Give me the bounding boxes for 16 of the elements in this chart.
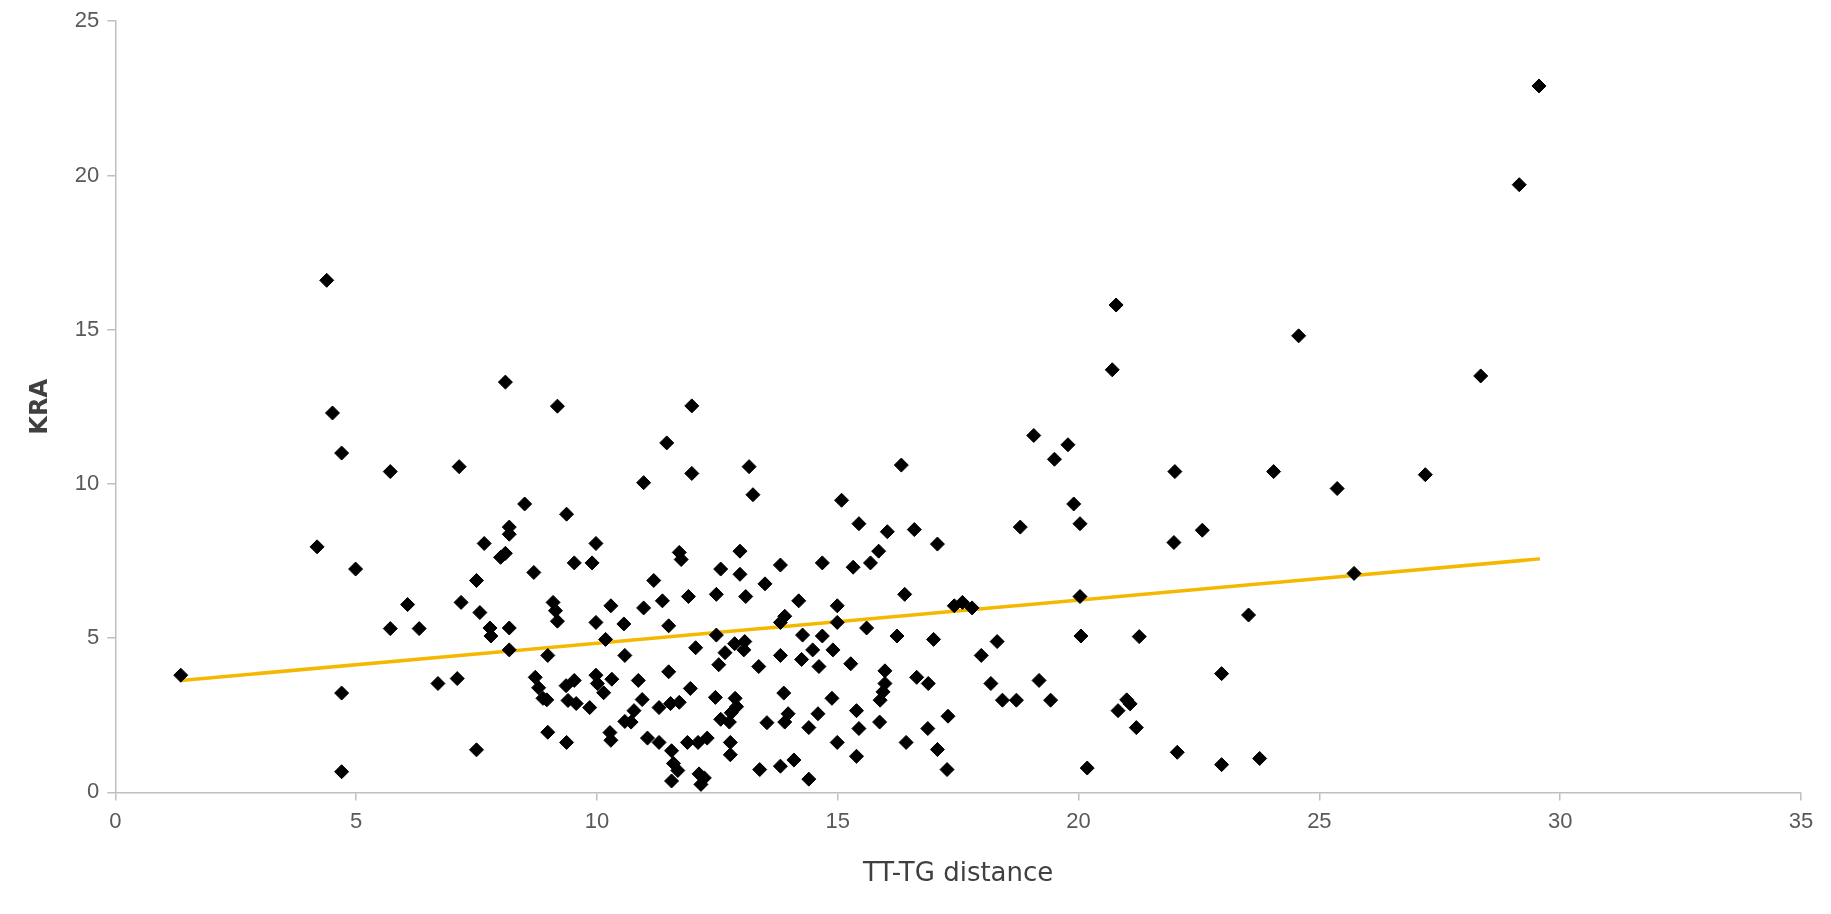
x-tick-label: 15 (825, 807, 850, 833)
x-tick-label: 30 (1547, 807, 1573, 833)
x-tick-label: 25 (1307, 807, 1332, 833)
y-tick-label: 5 (87, 624, 100, 650)
x-tick-label: 10 (584, 807, 610, 833)
y-tick-label: 25 (74, 7, 100, 33)
x-tick-label: 0 (109, 807, 122, 833)
x-tick-label: 35 (1788, 807, 1814, 833)
y-axis-title: KRA (24, 378, 53, 435)
x-axis-title: TT-TG distance (861, 857, 1054, 888)
x-tick-label: 20 (1066, 807, 1091, 833)
y-tick-label: 15 (74, 315, 100, 341)
y-tick-label: 20 (74, 161, 100, 187)
x-tick-label: 5 (349, 807, 363, 833)
y-tick-label: 0 (87, 778, 100, 804)
y-tick-label: 10 (74, 469, 100, 495)
